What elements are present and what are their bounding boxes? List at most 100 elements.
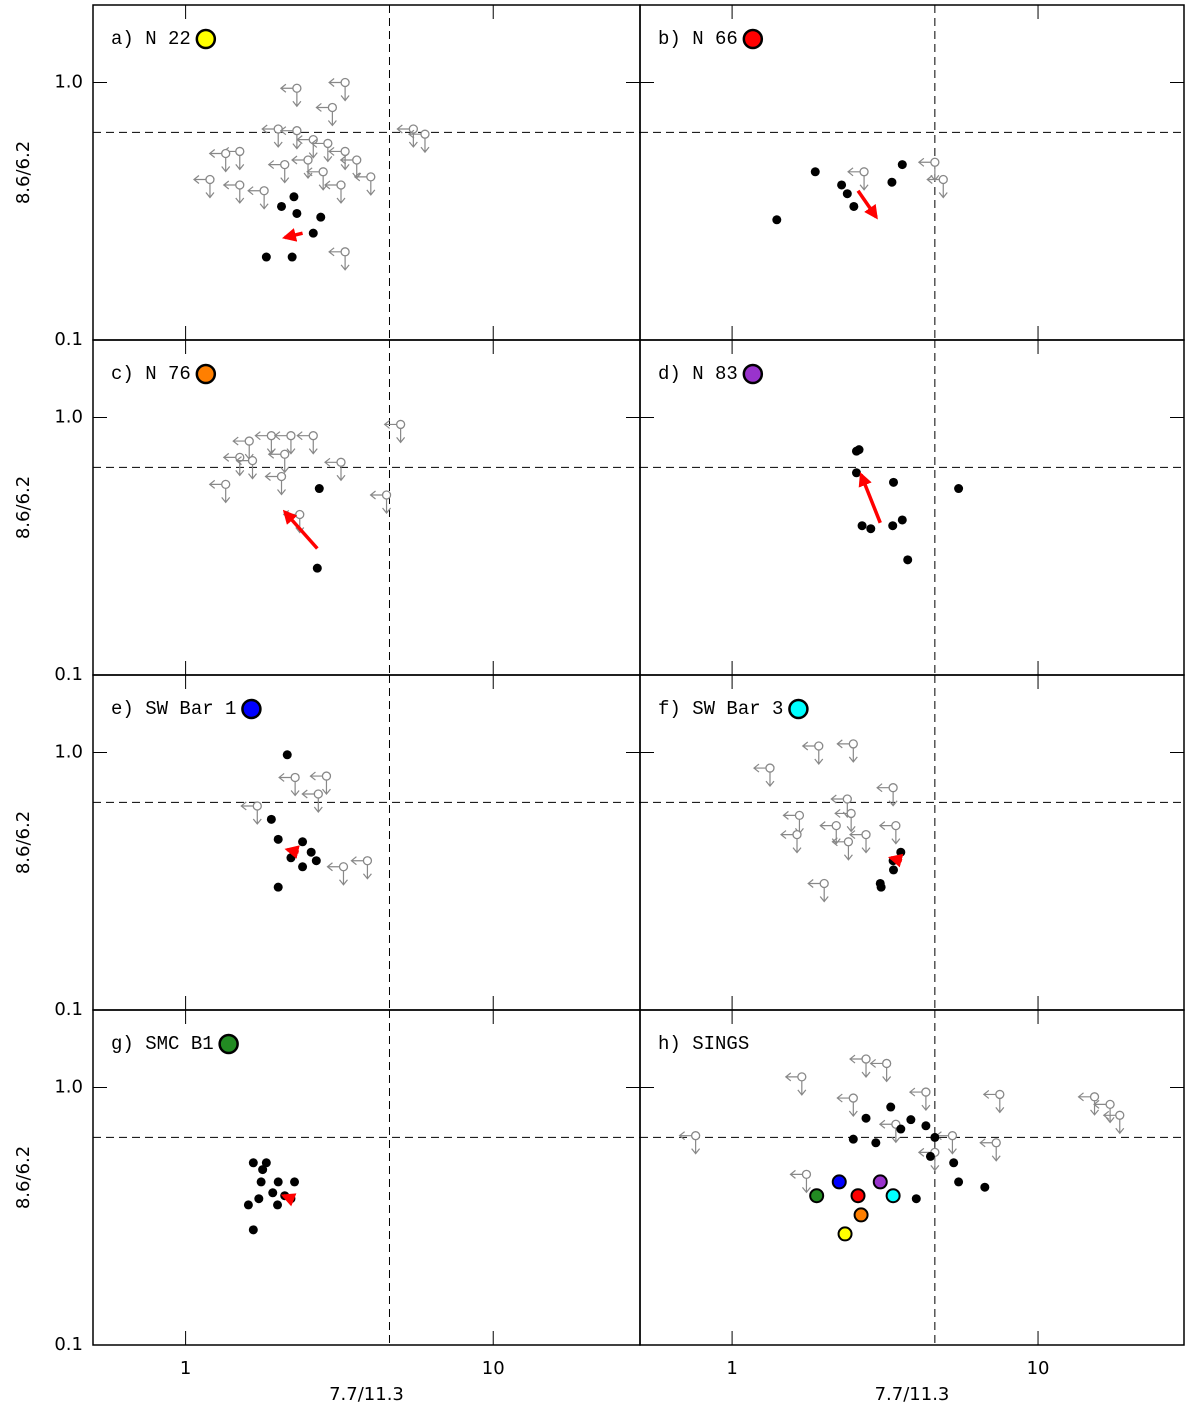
detection [861,1113,871,1123]
detection [897,160,907,170]
limit-circle [891,820,901,831]
detection [866,524,876,534]
limit-arrow [222,180,245,204]
limit-arrow [753,763,775,788]
limit-circle [831,820,841,831]
detection [849,201,859,211]
shift-arrow [858,472,882,524]
upper-limit [753,763,775,788]
limit-circle [286,431,296,441]
upper-limit [247,186,269,210]
limit-arrow [273,431,296,455]
limit-arrow [830,794,852,818]
limit-arrow [296,135,318,159]
limit-circle [690,1131,701,1141]
upper-limit [383,419,406,444]
detection [316,212,326,222]
upper-limit [326,862,349,886]
upper-limit [834,808,856,833]
detection [887,177,897,187]
limit-circle [276,471,287,482]
upper-limit [208,148,231,173]
upper-limit [301,789,323,813]
limit-arrow [396,124,418,148]
upper-limit [339,155,362,179]
limit-arrow [222,452,245,477]
panel-marker [195,28,217,50]
upper-limit [847,167,869,191]
upper-limit [926,174,948,199]
upper-limit [836,739,858,763]
upper-limit [396,124,419,148]
detection [268,1188,278,1198]
detection [848,1134,858,1144]
upper-limit [830,794,852,818]
upper-limit [782,810,805,835]
upper-limit [876,783,898,807]
limit-arrow [849,830,871,854]
limit-arrow [917,157,940,182]
limit-arrow [328,78,350,102]
upper-limit [235,455,258,480]
limit-arrow [982,1089,1005,1114]
limit-circle [336,457,346,467]
detection [896,847,906,857]
upper-limit [1077,1092,1100,1116]
detection [810,167,820,177]
limit-arrow [678,1131,701,1155]
limit-arrow [193,175,215,199]
detection [256,1177,266,1187]
upper-limit [1093,1099,1115,1124]
limit-circle [420,129,430,139]
limit-circle [221,148,231,159]
limit-arrow [876,783,898,807]
panel-marker [742,363,764,385]
upper-limit [1102,1110,1125,1135]
upper-limit [267,449,290,474]
panel-label: d) N 83 [658,363,738,385]
upper-limit [979,1138,1001,1162]
limit-arrow [917,1147,940,1172]
detection [289,192,299,202]
limit-circle [338,862,349,872]
upper-limit [279,83,302,108]
detection [871,1138,881,1148]
detection [298,862,308,872]
limit-circle [848,1093,858,1103]
limit-arrow [324,457,346,482]
upper-limit [273,431,296,455]
region-average [885,1188,901,1204]
limit-circle [859,167,869,177]
detection [897,515,907,525]
limit-arrow [801,741,824,765]
upper-limit [278,772,300,797]
limit-arrow [328,146,350,171]
region-average [831,1174,847,1190]
limit-arrow [878,821,901,845]
limit-circle [235,180,245,190]
limit-circle [814,741,824,751]
limit-circle [995,1089,1005,1100]
limit-circle [362,856,373,866]
region-average [872,1174,888,1190]
panel-label: e) SW Bar 1 [111,698,236,720]
detection [949,1158,959,1168]
upper-limit [678,1131,701,1155]
x-tick-label: 10 [1027,1358,1050,1379]
detection [842,189,852,199]
limit-arrow [208,479,231,504]
upper-limit [789,1169,812,1194]
limit-circle [991,1138,1001,1148]
y-tick-label: 0.1 [54,999,83,1020]
panel-frame [639,4,1185,341]
limit-circle [801,1169,812,1179]
detection [298,837,308,847]
limit-arrow [309,771,331,796]
limit-arrow [926,175,948,199]
upper-limit [350,856,373,880]
detection [925,1151,935,1161]
detection [906,1115,916,1125]
limit-arrow [807,879,829,903]
detection [314,484,324,494]
